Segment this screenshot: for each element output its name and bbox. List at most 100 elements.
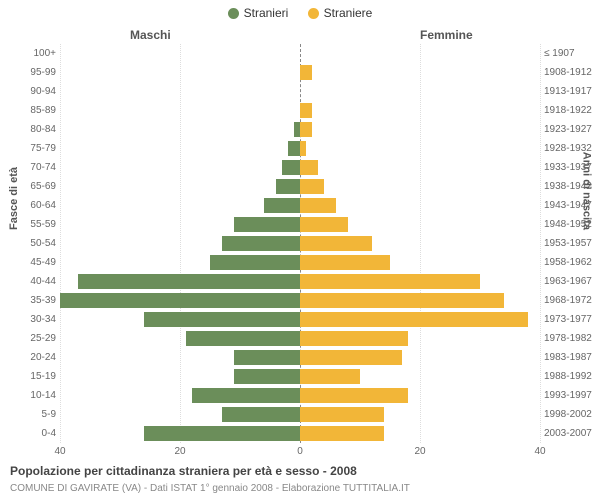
bar-male bbox=[144, 426, 300, 441]
age-row: 85-891918-1922 bbox=[60, 101, 540, 120]
age-tick-label: 35-39 bbox=[20, 291, 56, 310]
legend-item-male: Stranieri bbox=[228, 6, 289, 20]
bar-female bbox=[300, 255, 390, 270]
age-row: 95-991908-1912 bbox=[60, 63, 540, 82]
bar-male bbox=[264, 198, 300, 213]
age-row: 80-841923-1927 bbox=[60, 120, 540, 139]
bar-male bbox=[60, 293, 300, 308]
age-row: 100+≤ 1907 bbox=[60, 44, 540, 63]
age-row: 90-941913-1917 bbox=[60, 82, 540, 101]
bar-male bbox=[276, 179, 300, 194]
age-row: 70-741933-1937 bbox=[60, 158, 540, 177]
bar-male bbox=[234, 350, 300, 365]
age-row: 45-491958-1962 bbox=[60, 253, 540, 272]
age-tick-label: 20-24 bbox=[20, 348, 56, 367]
birth-tick-label: 1973-1977 bbox=[544, 310, 600, 329]
bar-female bbox=[300, 312, 528, 327]
birth-tick-label: 1953-1957 bbox=[544, 234, 600, 253]
birth-tick-label: 1998-2002 bbox=[544, 405, 600, 424]
age-row: 75-791928-1932 bbox=[60, 139, 540, 158]
age-row: 0-42003-2007 bbox=[60, 424, 540, 443]
age-tick-label: 60-64 bbox=[20, 196, 56, 215]
age-tick-label: 30-34 bbox=[20, 310, 56, 329]
bar-male bbox=[288, 141, 300, 156]
bar-female bbox=[300, 293, 504, 308]
age-tick-label: 95-99 bbox=[20, 63, 56, 82]
legend-label-female: Straniere bbox=[324, 6, 373, 20]
birth-tick-label: 1993-1997 bbox=[544, 386, 600, 405]
age-row: 40-441963-1967 bbox=[60, 272, 540, 291]
age-tick-label: 45-49 bbox=[20, 253, 56, 272]
birth-tick-label: 1918-1922 bbox=[544, 101, 600, 120]
bar-male bbox=[78, 274, 300, 289]
bar-female bbox=[300, 160, 318, 175]
age-tick-label: 100+ bbox=[20, 44, 56, 63]
bar-female bbox=[300, 179, 324, 194]
age-tick-label: 55-59 bbox=[20, 215, 56, 234]
age-row: 25-291978-1982 bbox=[60, 329, 540, 348]
y-axis-label-age: Fasce di età bbox=[8, 167, 20, 230]
birth-tick-label: 1978-1982 bbox=[544, 329, 600, 348]
age-tick-label: 25-29 bbox=[20, 329, 56, 348]
legend-label-male: Stranieri bbox=[244, 6, 289, 20]
birth-tick-label: 1948-1952 bbox=[544, 215, 600, 234]
age-tick-label: 15-19 bbox=[20, 367, 56, 386]
gridline bbox=[540, 44, 541, 443]
bar-female bbox=[300, 407, 384, 422]
age-row: 5-91998-2002 bbox=[60, 405, 540, 424]
chart-title: Popolazione per cittadinanza straniera p… bbox=[10, 464, 357, 478]
bar-male bbox=[144, 312, 300, 327]
legend-item-female: Straniere bbox=[308, 6, 373, 20]
birth-tick-label: 1938-1942 bbox=[544, 177, 600, 196]
age-row: 50-541953-1957 bbox=[60, 234, 540, 253]
x-axis: 020204040 bbox=[60, 446, 540, 460]
age-tick-label: 65-69 bbox=[20, 177, 56, 196]
age-row: 10-141993-1997 bbox=[60, 386, 540, 405]
chart-subtitle: COMUNE DI GAVIRATE (VA) - Dati ISTAT 1° … bbox=[10, 483, 410, 494]
birth-tick-label: 1928-1932 bbox=[544, 139, 600, 158]
x-tick-label: 0 bbox=[297, 446, 303, 457]
bar-male bbox=[234, 369, 300, 384]
birth-tick-label: 1943-1947 bbox=[544, 196, 600, 215]
bar-female bbox=[300, 274, 480, 289]
x-tick-label: 40 bbox=[54, 446, 65, 457]
birth-tick-label: 1988-1992 bbox=[544, 367, 600, 386]
age-tick-label: 90-94 bbox=[20, 82, 56, 101]
bar-female bbox=[300, 65, 312, 80]
age-row: 15-191988-1992 bbox=[60, 367, 540, 386]
birth-tick-label: 1958-1962 bbox=[544, 253, 600, 272]
age-row: 60-641943-1947 bbox=[60, 196, 540, 215]
age-tick-label: 85-89 bbox=[20, 101, 56, 120]
bar-female bbox=[300, 350, 402, 365]
legend: Stranieri Straniere bbox=[0, 6, 600, 22]
bar-male bbox=[210, 255, 300, 270]
bar-female bbox=[300, 331, 408, 346]
birth-tick-label: 1933-1937 bbox=[544, 158, 600, 177]
bar-male bbox=[282, 160, 300, 175]
age-tick-label: 70-74 bbox=[20, 158, 56, 177]
age-tick-label: 5-9 bbox=[20, 405, 56, 424]
birth-tick-label: 2003-2007 bbox=[544, 424, 600, 443]
age-tick-label: 50-54 bbox=[20, 234, 56, 253]
age-tick-label: 75-79 bbox=[20, 139, 56, 158]
birth-tick-label: 1968-1972 bbox=[544, 291, 600, 310]
bar-female bbox=[300, 198, 336, 213]
bar-female bbox=[300, 369, 360, 384]
age-tick-label: 80-84 bbox=[20, 120, 56, 139]
population-pyramid-chart: Stranieri Straniere Maschi Femmine Fasce… bbox=[0, 0, 600, 500]
bar-female bbox=[300, 236, 372, 251]
age-row: 30-341973-1977 bbox=[60, 310, 540, 329]
bar-male bbox=[222, 407, 300, 422]
age-row: 20-241983-1987 bbox=[60, 348, 540, 367]
bar-female bbox=[300, 103, 312, 118]
birth-tick-label: 1913-1917 bbox=[544, 82, 600, 101]
legend-swatch-male bbox=[228, 8, 239, 19]
birth-tick-label: 1963-1967 bbox=[544, 272, 600, 291]
bar-female bbox=[300, 426, 384, 441]
birth-tick-label: 1908-1912 bbox=[544, 63, 600, 82]
bar-female bbox=[300, 388, 408, 403]
x-tick-label: 20 bbox=[414, 446, 425, 457]
plot-area: 100+≤ 190795-991908-191290-941913-191785… bbox=[60, 44, 540, 443]
x-tick-label: 40 bbox=[534, 446, 545, 457]
age-row: 65-691938-1942 bbox=[60, 177, 540, 196]
